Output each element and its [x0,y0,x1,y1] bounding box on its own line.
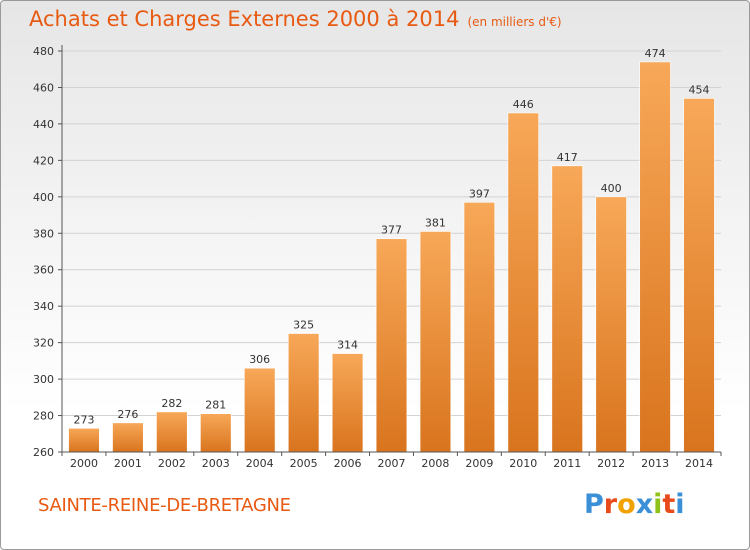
bar-2004 [244,367,276,453]
bar-value-label: 381 [425,216,446,229]
x-tick-label: 2011 [553,457,581,470]
y-tick-label: 260 [33,446,54,459]
commune-name: SAINTE-REINE-DE-BRETAGNE [38,495,291,516]
logo-letter: i [653,489,663,520]
bar-2011 [551,165,583,453]
data-labels: 273 276 282 281 306 325 314 377 381 397 446 417 400 4… [73,47,709,426]
x-tick-label: 2007 [378,457,406,470]
chart-subtitle: (en milliers d'€) [467,15,562,29]
bar-value-label: 454 [689,83,710,96]
x-tick-label: 2008 [421,457,449,470]
bar-2009 [463,201,496,453]
x-tick-label: 2005 [290,457,318,470]
y-tick-label: 440 [33,118,54,131]
y-tick-label: 480 [33,45,54,58]
bar-2010 [507,112,539,453]
x-tick-label: 2006 [334,457,362,470]
chart-title: Achats et Charges Externes 2000 à 2014 [29,7,460,31]
x-tick-label: 2003 [202,457,230,470]
y-tick-label: 300 [33,373,54,386]
bar-2012 [595,196,627,453]
bar-value-label: 417 [557,151,578,164]
bar-value-label: 273 [73,413,94,426]
x-tick-label: 2013 [641,457,669,470]
bar-2007 [375,238,408,453]
proxiti-logo[interactable]: Proxiti [584,489,685,520]
y-tick-label: 380 [33,227,54,240]
bar-value-label: 474 [645,47,666,60]
y-tick-label: 280 [33,410,54,423]
bar-value-label: 377 [381,224,402,237]
bar-value-label: 281 [205,399,226,412]
bar-value-label: 397 [469,187,490,200]
bar-2005 [287,333,320,453]
bar-value-label: 306 [249,353,270,366]
chart-header: Achats et Charges Externes 2000 à 2014 (e… [29,7,562,31]
logo-letter: P [584,489,604,520]
logo-letter: r [603,489,618,520]
x-tick-label: 2009 [465,457,493,470]
bars [68,61,715,453]
x-tick-label: 2004 [246,457,274,470]
x-tick-label: 2002 [158,457,186,470]
bar-2002 [156,411,188,453]
axes: 260 280 300 320 340 360 380 400 420 440 460 480 2000… [33,45,722,470]
bar-2001 [112,422,144,453]
x-tick-label: 2000 [70,457,98,470]
bar-2014 [683,98,715,453]
y-tick-label: 360 [33,264,54,277]
x-tick-label: 2014 [685,457,713,470]
y-tick-label: 420 [33,154,54,167]
y-tick-label: 320 [33,337,54,350]
bar-value-label: 276 [117,408,138,421]
y-tick-label: 460 [33,81,54,94]
bar-2013 [639,61,671,453]
bar-value-label: 325 [293,319,314,332]
bar-value-label: 446 [513,98,534,111]
y-tick-label: 340 [33,300,54,313]
y-tick-label: 400 [33,191,54,204]
bar-2003 [200,413,232,453]
logo-letter: x [635,489,654,520]
bar-2000 [68,428,100,453]
x-tick-label: 2001 [114,457,142,470]
x-tick-label: 2010 [509,457,537,470]
bar-value-label: 314 [337,339,358,352]
x-tick-label: 2012 [597,457,625,470]
logo-letter: t [662,489,676,520]
logo-letter: o [617,489,636,520]
bar-2008 [419,231,452,453]
logo-letter: i [675,489,685,520]
bar-2006 [331,353,364,453]
bar-value-label: 282 [161,397,182,410]
bar-value-label: 400 [601,182,622,195]
